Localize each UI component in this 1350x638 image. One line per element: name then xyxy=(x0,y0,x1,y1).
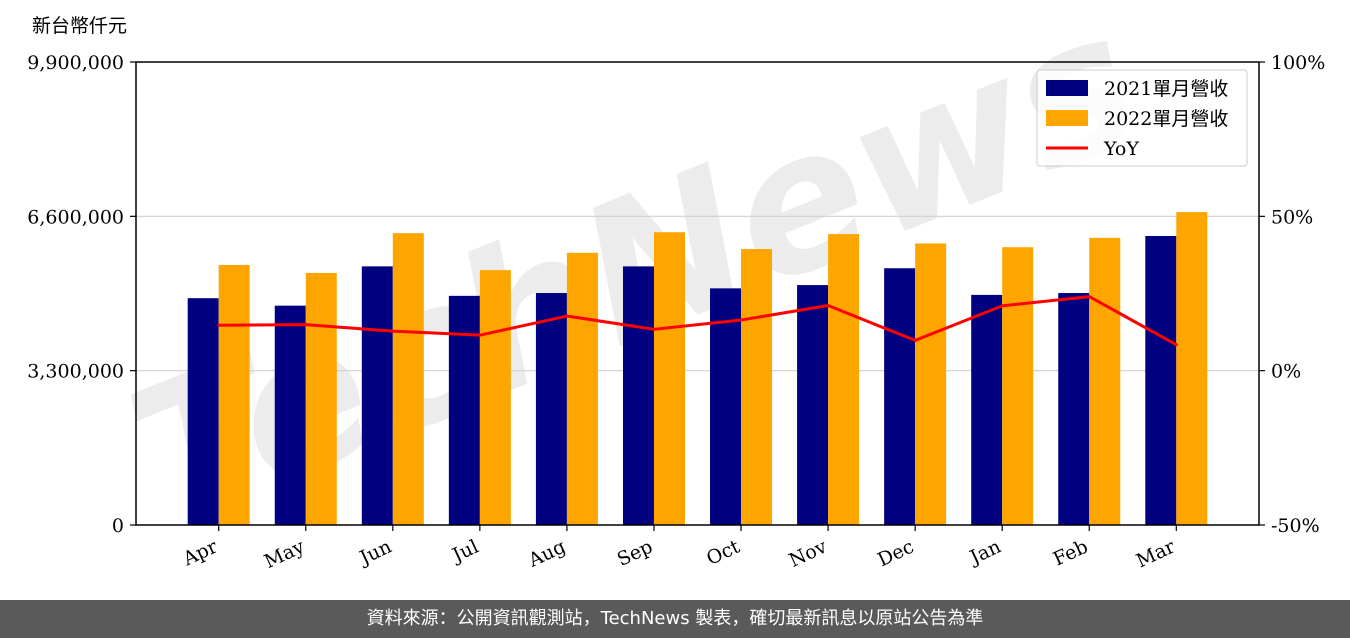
left-tick-label: 9,900,000 xyxy=(27,52,124,74)
x-tick-label: Mar xyxy=(1133,535,1179,572)
yoy-line-path xyxy=(218,295,1178,347)
yoy-point xyxy=(217,323,221,327)
legend-box xyxy=(1036,69,1248,167)
legend-label: YoY xyxy=(1103,138,1139,160)
x-tick-label: Sep xyxy=(614,536,656,571)
legend-label: 2022單月營收 xyxy=(1104,108,1228,130)
yoy-point xyxy=(1000,304,1004,308)
bars xyxy=(187,212,1208,526)
bar-2022 xyxy=(915,243,947,525)
bar-2022 xyxy=(1002,247,1034,525)
bar-2022 xyxy=(305,272,337,525)
bar-2022 xyxy=(392,233,424,526)
x-tick-label: Oct xyxy=(703,535,743,569)
bar-2022 xyxy=(1089,237,1121,525)
x-tick-label: Feb xyxy=(1050,536,1092,571)
bar-2021 xyxy=(1058,293,1090,525)
left-tick-label: 3,300,000 xyxy=(27,361,124,383)
left-tick-label: 6,600,000 xyxy=(27,206,124,228)
bar-2021 xyxy=(971,294,1003,525)
footer-source-note: 資料來源：公開資訊觀測站，TechNews 製表，確切最新訊息以原站公告為準 xyxy=(0,600,1350,638)
bar-2022 xyxy=(653,232,685,525)
yoy-point xyxy=(913,338,917,342)
yoy-point xyxy=(652,327,656,331)
bar-2022 xyxy=(741,249,773,525)
right-tick-label: 100% xyxy=(1271,52,1325,74)
bar-2021 xyxy=(622,266,654,525)
bar-2021 xyxy=(797,285,829,525)
bar-2022 xyxy=(479,270,511,525)
bar-2022 xyxy=(218,264,250,525)
x-tick-label: May xyxy=(261,535,308,573)
bar-2021 xyxy=(274,305,306,525)
yoy-point xyxy=(565,314,569,318)
legend: 2021單月營收 2022單月營收 YoY xyxy=(1036,69,1248,167)
yoy-point xyxy=(391,329,395,333)
x-tick-label: Dec xyxy=(874,536,917,572)
x-tick-label: Nov xyxy=(786,535,831,571)
right-tick-label: 0% xyxy=(1271,361,1301,383)
plot-frame xyxy=(135,61,1260,526)
bar-2022 xyxy=(1176,212,1208,525)
x-tick-label: Jul xyxy=(447,536,482,568)
yoy-point xyxy=(1174,343,1178,347)
legend-swatch xyxy=(1046,80,1088,96)
bar-2022 xyxy=(566,252,598,525)
x-tick-label: Jan xyxy=(965,536,1004,570)
bar-2021 xyxy=(1145,235,1177,525)
bar-2022 xyxy=(828,234,860,526)
right-tick-label: 50% xyxy=(1271,206,1313,228)
bar-2021 xyxy=(710,288,742,525)
legend-label: 2021單月營收 xyxy=(1104,78,1228,100)
yoy-line xyxy=(217,295,1178,347)
left-tick-label: 0 xyxy=(112,515,124,537)
bar-2021 xyxy=(535,293,567,525)
chart-svg: TechNews 03,300,0006,600,0009,900,000-50… xyxy=(27,0,1325,573)
x-tick-label: Aug xyxy=(524,536,569,572)
yoy-point xyxy=(304,323,308,327)
bar-2021 xyxy=(187,298,219,525)
unit-label: 新台幣仟元 xyxy=(32,15,127,37)
axes xyxy=(135,61,1260,526)
yoy-point xyxy=(826,304,830,308)
yoy-point xyxy=(739,318,743,322)
bar-2021 xyxy=(448,295,480,525)
x-tick-label: Jun xyxy=(355,536,395,570)
legend-swatch xyxy=(1046,110,1088,126)
yoy-point xyxy=(1087,295,1091,299)
bar-2021 xyxy=(884,268,916,525)
right-tick-label: -50% xyxy=(1271,515,1320,537)
yoy-point xyxy=(478,333,482,337)
bar-2021 xyxy=(361,266,393,525)
